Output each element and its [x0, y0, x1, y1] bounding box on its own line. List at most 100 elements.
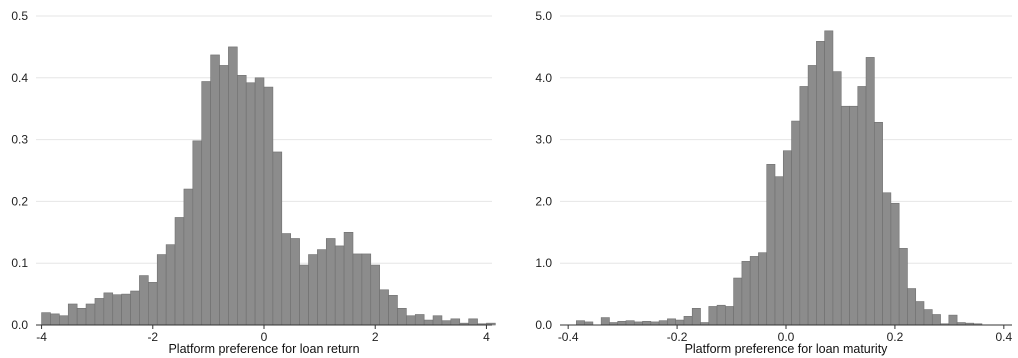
histogram-bar [41, 312, 51, 326]
histogram-bar [210, 54, 220, 326]
histogram-bar [923, 309, 933, 326]
histogram-bar [774, 176, 784, 326]
histogram-bar [192, 140, 203, 326]
histogram-bar [617, 320, 627, 326]
histogram-bar [219, 65, 229, 326]
histogram-loan-maturity: 0.0 1.0 2.0 3.0 4.0 5.0 -0.4 -0.2 0.0 0.2 0.4 Platf… [535, 9, 1012, 356]
y-tick-label: 0.0 [11, 318, 28, 332]
histogram-bar [782, 150, 792, 326]
histogram-bar [254, 77, 265, 326]
histogram-bar [890, 202, 900, 326]
histogram-bar [370, 264, 380, 326]
bars [576, 30, 983, 326]
histogram-bar [907, 288, 917, 326]
histogram-bar [228, 46, 238, 326]
histogram-bar [799, 86, 809, 326]
y-tick-label: 0.4 [11, 71, 28, 85]
histogram-bar [59, 315, 69, 326]
y-tick-label: 0.5 [11, 9, 28, 23]
x-tick-label: -2 [147, 330, 158, 344]
x-tick-label: 4 [483, 330, 490, 344]
histogram-bar [201, 81, 211, 326]
histogram-bar [857, 86, 867, 326]
y-tick-label: 0.0 [535, 318, 552, 332]
histogram-bar [112, 294, 122, 326]
histogram-bar [121, 293, 131, 326]
histogram-bar [840, 105, 850, 326]
histogram-bar [50, 313, 60, 326]
histogram-bar [600, 317, 610, 326]
y-tick-label: 0.2 [11, 194, 28, 208]
histogram-bar [237, 75, 247, 326]
bars [41, 46, 496, 326]
y-tick-label: 5.0 [535, 9, 552, 23]
histogram-bar [148, 282, 158, 326]
histogram-bar [758, 252, 768, 326]
histogram-bar [245, 82, 256, 326]
histogram-bar [849, 105, 859, 326]
histogram-bar [824, 30, 834, 326]
histogram-bar [791, 120, 801, 326]
histogram-bar [432, 315, 443, 326]
histogram-bar [667, 318, 676, 326]
histogram-bar [874, 121, 883, 326]
x-tick-label: 0.4 [995, 330, 1012, 344]
histogram-bar [299, 264, 309, 326]
histogram-bar [388, 295, 398, 326]
histogram-bar [733, 277, 743, 326]
histogram-bar [130, 290, 140, 326]
y-tick-label: 0.3 [11, 133, 28, 147]
histogram-bar [308, 254, 318, 326]
histogram-bar [156, 254, 167, 326]
histogram-bar [725, 306, 734, 326]
y-tick-label: 2.0 [535, 194, 552, 208]
y-tick-label: 1.0 [535, 256, 552, 270]
x-tick-label: -0.2 [667, 330, 688, 344]
histogram-bar [85, 303, 96, 326]
histogram-bar [263, 86, 274, 326]
histogram-bar [807, 65, 817, 326]
histogram-bar [343, 232, 354, 326]
histogram-bar [468, 318, 478, 326]
x-axis-label: Platform preference for loan return [168, 342, 359, 356]
histogram-bar [816, 41, 825, 326]
histogram-bar [317, 249, 327, 326]
histogram-bar [625, 320, 635, 326]
x-tick-label: 0 [261, 330, 268, 344]
histogram-bar [165, 244, 176, 326]
y-tick-label: 4.0 [535, 71, 552, 85]
histogram-bar [397, 308, 407, 326]
histogram-bar [361, 253, 372, 326]
histogram-bar [94, 298, 105, 326]
histogram-bar [76, 308, 87, 326]
histogram-bar [683, 316, 693, 326]
histogram-bar [865, 57, 875, 326]
histogram-bar [325, 238, 336, 326]
x-tick-label: 0.0 [778, 330, 795, 344]
histogram-bar [139, 275, 149, 326]
histogram-bar [948, 314, 958, 326]
histogram-bar [882, 192, 892, 326]
histogram-bar [290, 238, 300, 326]
y-tick-label: 0.1 [11, 256, 28, 270]
histogram-bar [741, 261, 751, 326]
x-tick-label: -0.4 [558, 330, 579, 344]
histogram-bar [352, 253, 363, 326]
histogram-bar [931, 314, 941, 326]
histogram-loan-return: 0.0 0.1 0.2 0.3 0.4 0.5 -4 -2 0 2 4 Platform prefer… [11, 9, 496, 356]
histogram-bar [766, 164, 776, 326]
y-tick-label: 3.0 [535, 133, 552, 147]
histogram-bar [708, 306, 718, 326]
histogram-bar [691, 308, 701, 326]
histogram-bar [832, 71, 842, 326]
histogram-bar [749, 256, 759, 326]
histogram-bar [103, 292, 114, 326]
histogram-bar [716, 304, 726, 326]
histogram-bar [898, 248, 908, 326]
histogram-bar [675, 319, 685, 326]
histogram-bar [450, 318, 461, 326]
histogram-bar [334, 245, 345, 326]
x-tick-label: 0.2 [887, 330, 904, 344]
histogram-bar [441, 320, 452, 326]
